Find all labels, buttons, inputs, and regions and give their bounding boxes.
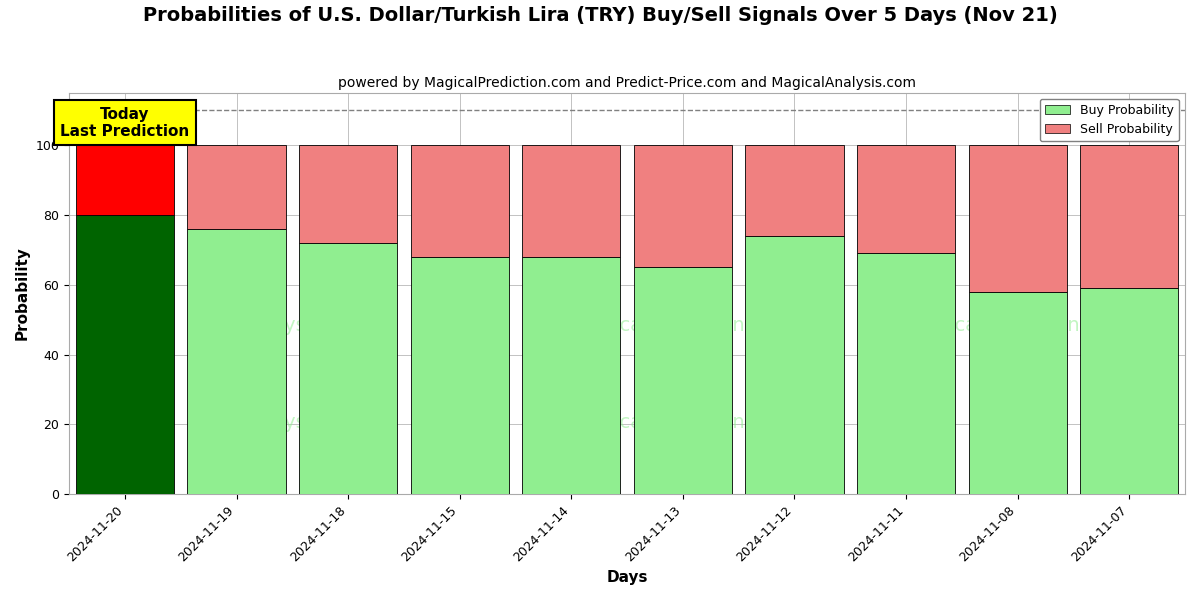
Text: Probabilities of U.S. Dollar/Turkish Lira (TRY) Buy/Sell Signals Over 5 Days (No: Probabilities of U.S. Dollar/Turkish Lir… bbox=[143, 6, 1057, 25]
Bar bbox=[410, 145, 509, 257]
Text: calAnalysis.com: calAnalysis.com bbox=[214, 316, 371, 335]
Bar bbox=[187, 145, 286, 229]
Text: MagicalPrediction.com: MagicalPrediction.com bbox=[908, 316, 1127, 335]
Text: Today
Last Prediction: Today Last Prediction bbox=[60, 107, 190, 139]
Bar bbox=[187, 229, 286, 494]
Bar bbox=[968, 145, 1067, 292]
Bar bbox=[634, 267, 732, 494]
Title: powered by MagicalPrediction.com and Predict-Price.com and MagicalAnalysis.com: powered by MagicalPrediction.com and Pre… bbox=[338, 76, 916, 90]
Text: MagicalPrediction.com: MagicalPrediction.com bbox=[574, 413, 793, 431]
Text: calAnalysis.com: calAnalysis.com bbox=[214, 413, 371, 431]
Bar bbox=[522, 145, 620, 257]
Legend: Buy Probability, Sell Probability: Buy Probability, Sell Probability bbox=[1040, 99, 1178, 141]
Bar bbox=[299, 145, 397, 243]
X-axis label: Days: Days bbox=[606, 570, 648, 585]
Bar bbox=[1080, 288, 1178, 494]
Bar bbox=[410, 257, 509, 494]
Text: MagicalPrediction.com: MagicalPrediction.com bbox=[574, 316, 793, 335]
Bar bbox=[1080, 145, 1178, 288]
Bar bbox=[857, 253, 955, 494]
Bar bbox=[745, 236, 844, 494]
Y-axis label: Probability: Probability bbox=[16, 247, 30, 340]
Bar bbox=[857, 145, 955, 253]
Bar bbox=[634, 145, 732, 267]
Bar bbox=[522, 257, 620, 494]
Bar bbox=[76, 215, 174, 494]
Bar bbox=[745, 145, 844, 236]
Bar bbox=[76, 145, 174, 215]
Bar bbox=[968, 292, 1067, 494]
Bar bbox=[299, 243, 397, 494]
